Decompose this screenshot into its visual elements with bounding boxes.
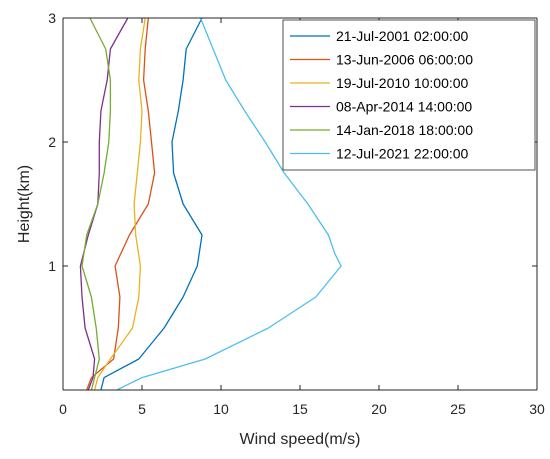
legend-label-3: 19-Jul-2010 10:00:00 xyxy=(336,75,469,91)
x-tick-label: 5 xyxy=(138,401,146,417)
legend-box xyxy=(282,19,536,171)
y-tick-label: 2 xyxy=(48,134,56,150)
x-tick-label: 15 xyxy=(292,401,308,417)
y-tick-label: 1 xyxy=(48,258,56,274)
series-line-3 xyxy=(93,17,146,391)
legend-label-4: 08-Apr-2014 14:00:00 xyxy=(336,99,472,115)
legend-label-2: 13-Jun-2006 06:00:00 xyxy=(336,52,473,68)
legend-label-6: 12-Jul-2021 22:00:00 xyxy=(336,146,469,162)
x-tick-label: 20 xyxy=(371,401,387,417)
y-tick-label: 3 xyxy=(48,10,56,26)
legend-label-5: 14-Jan-2018 18:00:00 xyxy=(336,122,473,138)
series-line-6 xyxy=(116,17,342,391)
x-axis-label: Wind speed(m/s) xyxy=(240,431,361,448)
series-line-5 xyxy=(81,17,112,391)
x-tick-label: 10 xyxy=(213,401,229,417)
x-tick-label: 0 xyxy=(59,401,67,417)
series-line-1 xyxy=(100,17,203,391)
series-layer xyxy=(79,17,342,391)
legend-label-1: 21-Jul-2001 02:00:00 xyxy=(336,28,469,44)
series-line-4 xyxy=(79,17,129,391)
y-axis-label: Height(km) xyxy=(16,165,33,243)
x-tick-label: 30 xyxy=(529,401,545,417)
x-tick-label: 25 xyxy=(450,401,466,417)
legend: 21-Jul-2001 02:00:00 13-Jun-2006 06:00:00… xyxy=(282,19,536,171)
